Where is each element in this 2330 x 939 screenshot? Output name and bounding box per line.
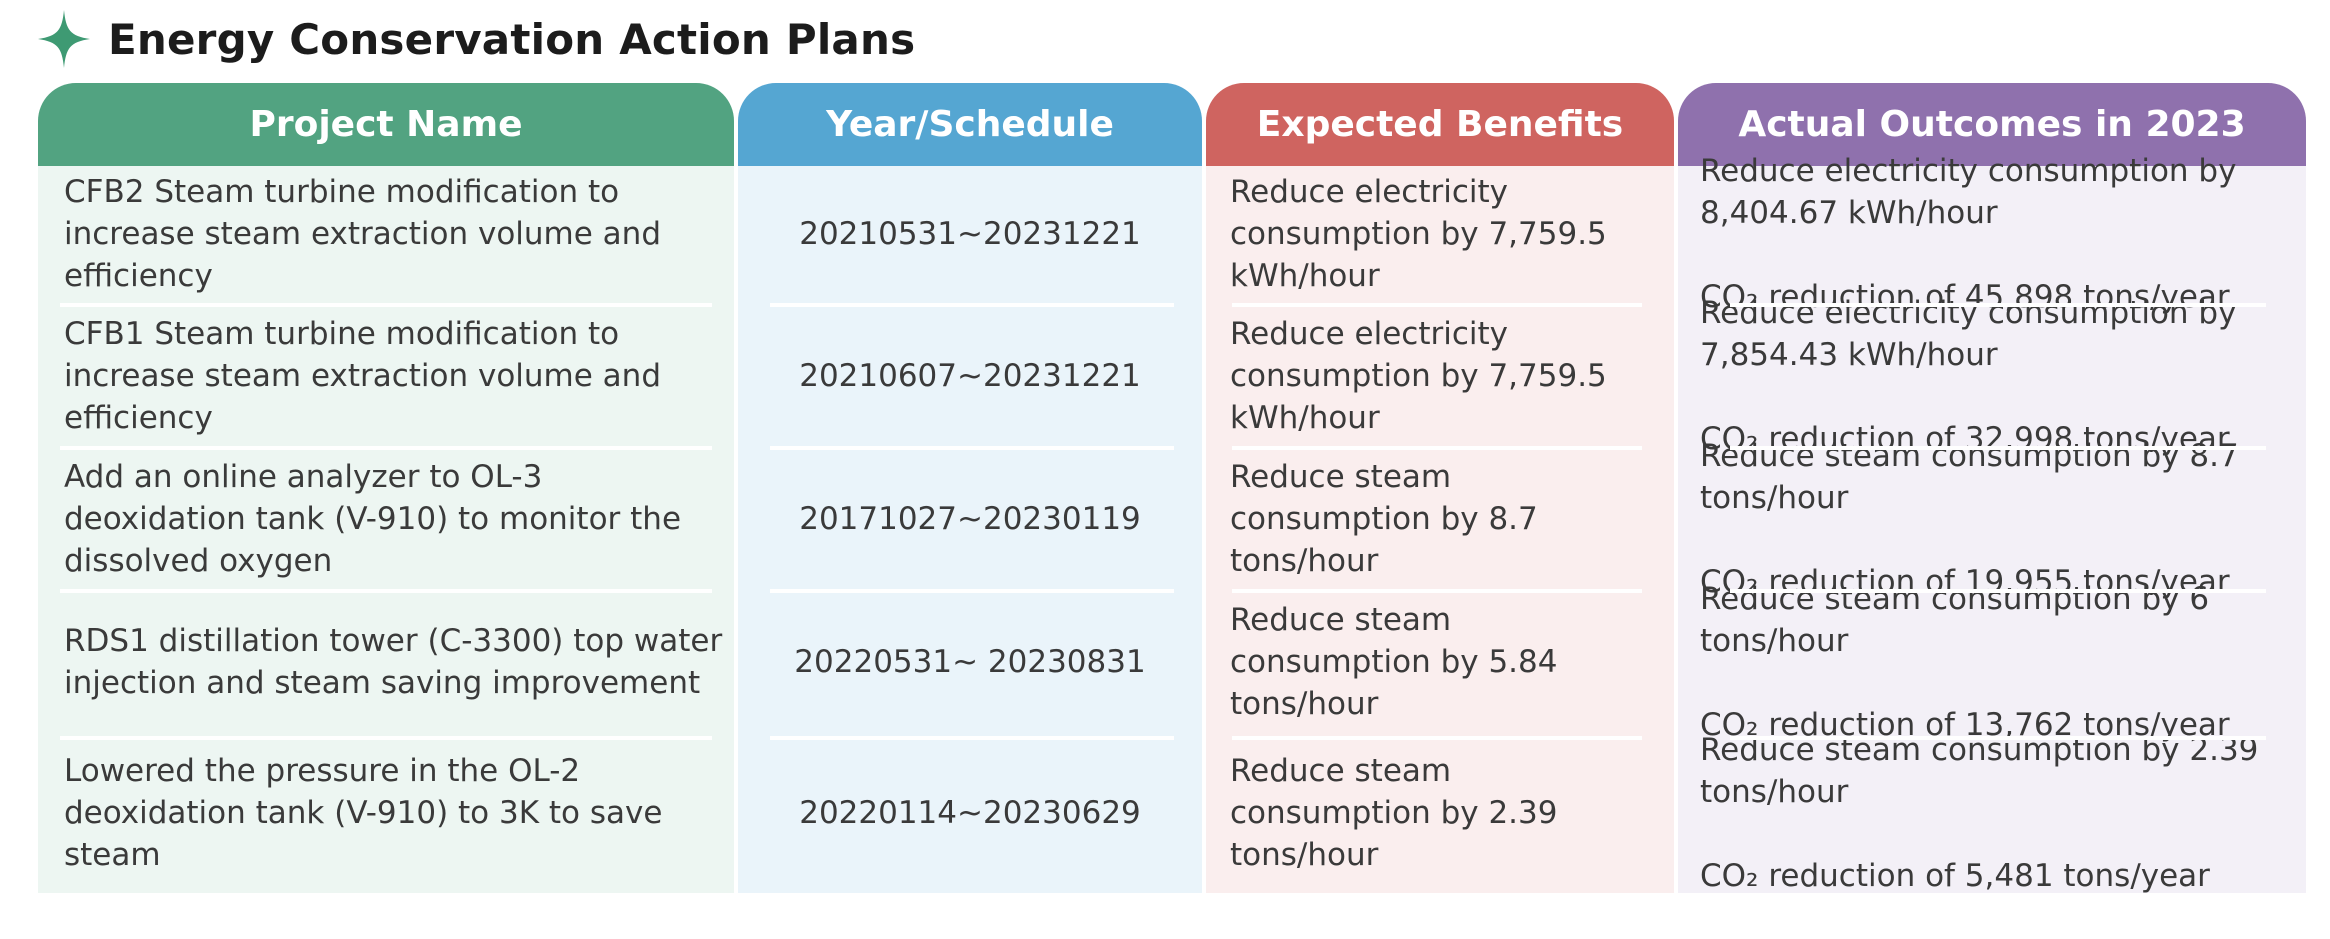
page-title: Energy Conservation Action Plans [108,14,916,64]
cell-text: 20171027~20230119 [799,501,1141,537]
table-row-3-expected: Reduce steam consumption by 8.7 tons/hou… [1230,451,1650,587]
column-body [38,166,734,893]
table-row-1-outcome: Reduce electricity consumption by 8,404.… [1700,153,2300,315]
table-row-4-expected: Reduce steam consumption by 5.84 tons/ho… [1230,594,1650,730]
row-divider [60,303,712,307]
table-row-4-project: RDS1 distillation tower (C-3300) top wat… [64,594,724,730]
table-row-1-expected: Reduce electricity consumption by 7,759.… [1230,166,1650,302]
table-row-5-outcome: Reduce steam consumption by 2.39 tons/ho… [1700,732,2300,894]
co2-line: CO₂ reduction of 32,998 tons/year [1700,421,2230,457]
cell-text: Reduce steam consumption by 2.39 tons/ho… [1700,687,2300,939]
cell-text: Reduce electricity consumption by 7,759.… [1230,174,1607,294]
cell-text: Add an online analyzer to OL-3 deoxidati… [64,459,682,579]
co2-line: CO₂ reduction of 5,481 tons/year [1700,858,2210,894]
table-row-2-project: CFB1 Steam turbine modification to incre… [64,308,724,444]
row-divider [770,303,1174,307]
row-divider [60,589,712,593]
cell-text: Reduce steam consumption by 8.7 tons/hou… [1230,459,1538,579]
table-row-3-project: Add an online analyzer to OL-3 deoxidati… [64,451,724,587]
row-divider [770,589,1174,593]
header-year-schedule: Year/Schedule [738,83,1202,166]
row-divider [1232,589,1642,593]
row-divider [1232,736,1642,740]
table-row-2-outcome: Reduce electricity consumption by 7,854.… [1700,295,2300,457]
outcome-line: Reduce electricity consumption by 7,854.… [1700,295,2237,373]
cell-text: Reduce steam consumption by 2.39 tons/ho… [1230,753,1558,873]
table-row-3-schedule: 20171027~20230119 [738,451,1202,587]
column-project-name: Project Name [38,83,734,893]
table-row-2-schedule: 20210607~20231221 [738,308,1202,444]
table-row-5-project: Lowered the pressure in the OL-2 deoxida… [64,743,724,883]
cell-text: 20210607~20231221 [799,358,1141,394]
header-project-name: Project Name [38,83,734,166]
table-row-4-schedule: 20220531~ 20230831 [738,594,1202,730]
table-row-1-project: CFB2 Steam turbine modification to incre… [64,166,724,302]
column-body [738,166,1202,893]
column-body [1678,166,2306,893]
table-row-5-schedule: 20220114~20230629 [738,743,1202,883]
row-divider [1232,303,1642,307]
cell-text: Lowered the pressure in the OL-2 deoxida… [64,753,663,873]
cell-text: 20220114~20230629 [799,795,1141,831]
four-point-star-icon [38,10,90,68]
row-divider [1232,446,1642,450]
co2-line: CO₂ reduction of 45,898 tons/year [1700,279,2230,315]
cell-text: RDS1 distillation tower (C-3300) top wat… [64,623,723,701]
cell-text: Reduce electricity consumption by 8,404.… [1700,108,2300,360]
row-divider [60,736,712,740]
table-row-1-schedule: 20210531~20231221 [738,166,1202,302]
cell-text: Reduce electricity consumption by 7,759.… [1230,316,1607,436]
row-divider [1730,736,2266,740]
cell-text: CFB2 Steam turbine modification to incre… [64,174,662,294]
cell-text: Reduce steam consumption by 8.7 tons/hou… [1700,393,2300,645]
co2-line: CO₂ reduction of 19,955 tons/year [1700,564,2230,600]
column-actual-outcomes: Actual Outcomes in 2023 [1678,83,2306,893]
header-actual-outcomes: Actual Outcomes in 2023 [1678,83,2306,166]
column-year-schedule: Year/Schedule [738,83,1202,893]
outcome-line: Reduce electricity consumption by 8,404.… [1700,153,2237,231]
row-divider [770,736,1174,740]
cell-text: CFB1 Steam turbine modification to incre… [64,316,662,436]
row-divider [60,446,712,450]
column-body [1206,166,1674,893]
page-header: Energy Conservation Action Plans [38,8,915,70]
column-expected-benefits: Expected Benefits [1206,83,1674,893]
table-row-2-expected: Reduce electricity consumption by 7,759.… [1230,308,1650,444]
table-row-5-expected: Reduce steam consumption by 2.39 tons/ho… [1230,743,1650,883]
cell-text: Reduce electricity consumption by 7,854.… [1700,250,2300,502]
outcome-line: Reduce steam consumption by 8.7 tons/hou… [1700,438,2239,516]
row-divider [1730,446,2266,450]
row-divider [1730,589,2266,593]
cell-text: 20210531~20231221 [799,216,1141,252]
row-divider [1730,303,2266,307]
cell-text: 20220531~ 20230831 [794,644,1146,680]
row-divider [770,446,1174,450]
cell-text: Reduce steam consumption by 5.84 tons/ho… [1230,602,1558,722]
header-expected-benefits: Expected Benefits [1206,83,1674,166]
table-row-3-outcome: Reduce steam consumption by 8.7 tons/hou… [1700,438,2300,600]
outcome-line: Reduce steam consumption by 2.39 tons/ho… [1700,732,2259,810]
